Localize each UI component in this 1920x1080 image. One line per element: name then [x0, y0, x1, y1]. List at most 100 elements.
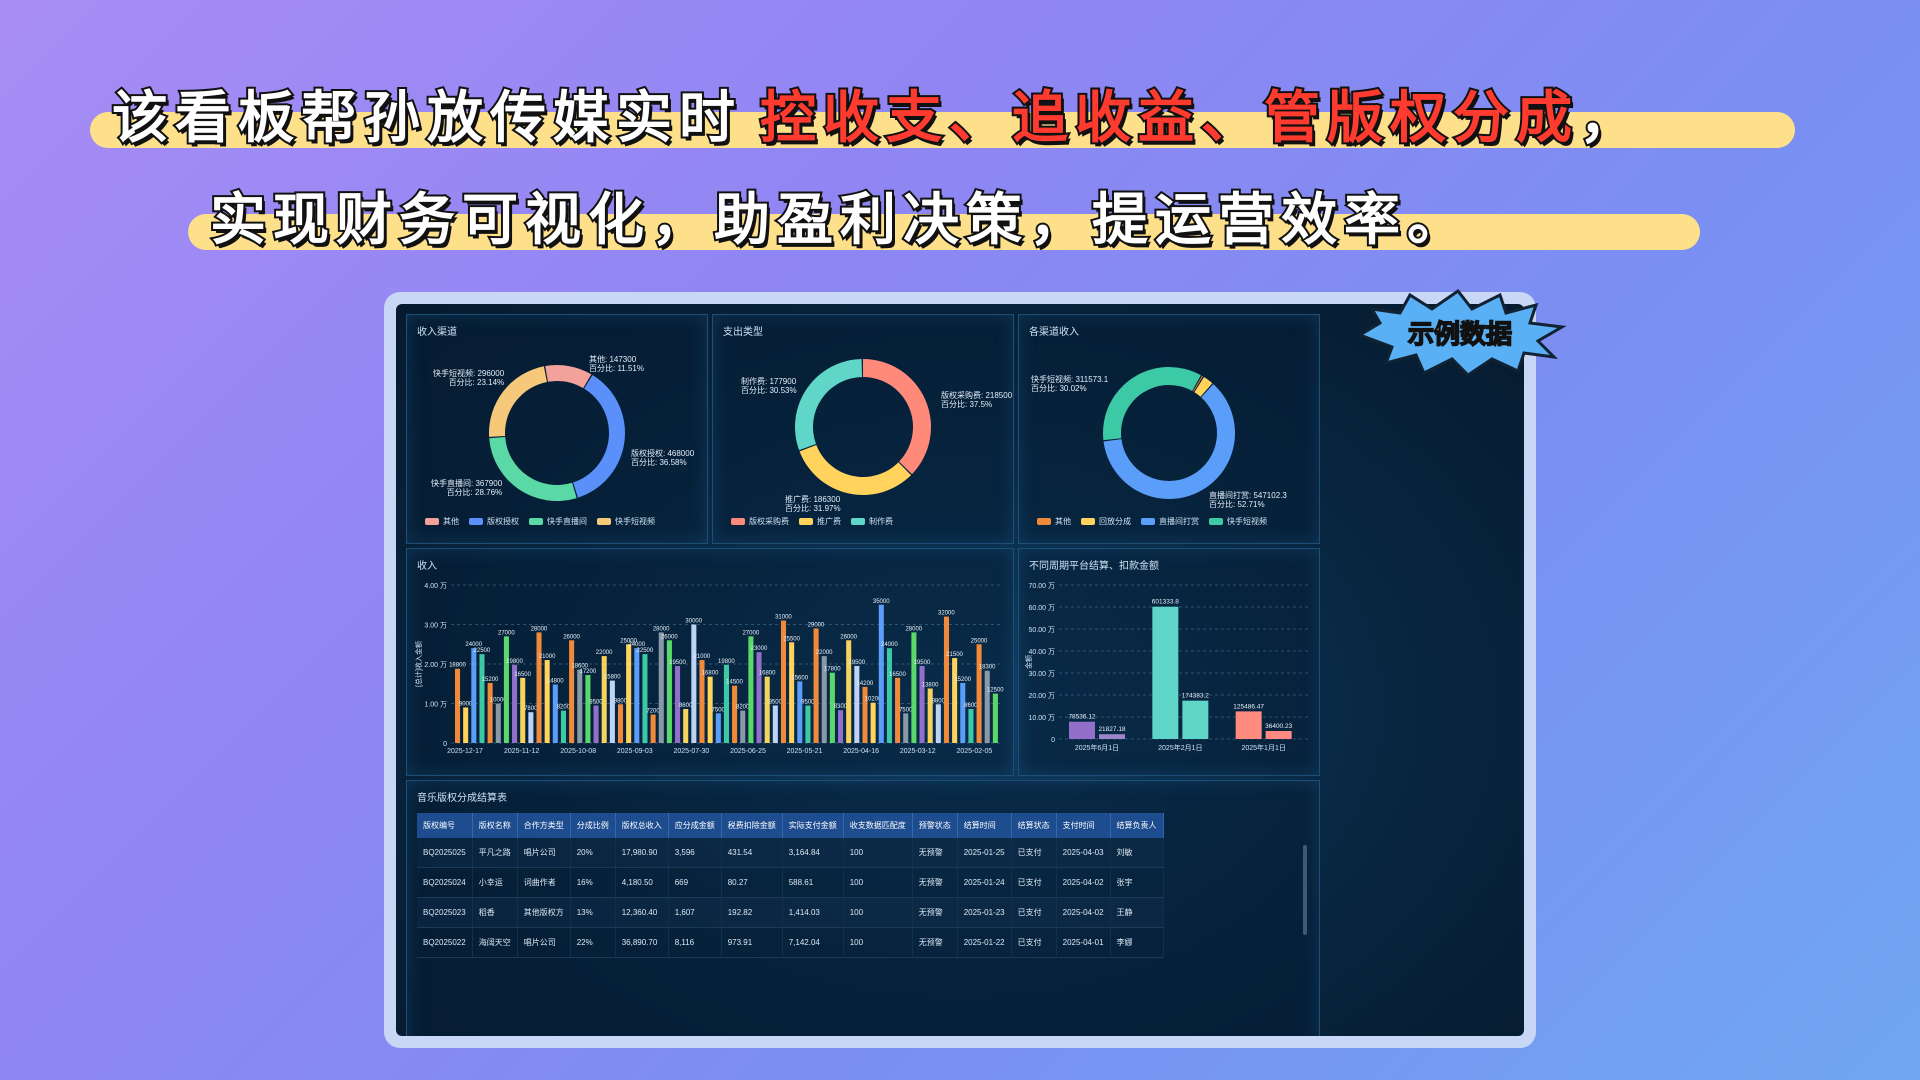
column-header[interactable]: 版权名称	[472, 813, 518, 838]
table-row[interactable]: BQ2025025 平凡之路 唱片公司 20% 17,980.90 3,596 431.54…	[417, 838, 1164, 868]
x-tick-label: 2025年1月1日	[1241, 743, 1285, 752]
legend-item[interactable]: 版权采购费	[731, 516, 789, 527]
table-cell: 已支付	[1011, 897, 1057, 928]
legend-item[interactable]: 快手短视频	[1209, 516, 1267, 527]
x-tick-label: 2025年2月1日	[1158, 743, 1202, 752]
column-header[interactable]: 结算时间	[957, 813, 1012, 838]
bar	[968, 709, 974, 743]
table-cell: 2025-01-23	[957, 897, 1012, 928]
bar	[691, 624, 697, 743]
column-header[interactable]: 收支数据匹配度	[843, 813, 913, 838]
bar-data-label: 26000	[563, 634, 580, 640]
column-header[interactable]: 版权总收入	[615, 813, 669, 838]
bar-data-label: 16500	[889, 672, 906, 678]
table-cell: BQ2025022	[417, 927, 473, 958]
table-cell: 3,596	[668, 838, 722, 868]
y-tick-label: 4.00 万	[424, 582, 447, 590]
column-header[interactable]: 实际支付金额	[782, 813, 844, 838]
donut-label-live: 快手直播间: 367900 百分比: 28.76%	[431, 479, 503, 497]
column-header[interactable]: 结算状态	[1011, 813, 1057, 838]
donut-slice	[1193, 375, 1203, 392]
headline-line-2-text: 实现财务可视化，助盈利决策，提运营效率。	[208, 186, 1470, 255]
y-tick-label: 30.00 万	[1029, 670, 1055, 678]
legend-item[interactable]: 快手短视频	[597, 516, 655, 527]
headline-band-1	[90, 112, 1795, 148]
donut-label-production: 制作费: 177900 百分比: 30.53%	[741, 377, 797, 395]
x-tick-label: 2025-11-12	[504, 748, 539, 755]
y-tick-label: 70.00 万	[1029, 582, 1055, 590]
bar	[1152, 606, 1179, 739]
legend-item[interactable]: 快手直播间	[529, 516, 587, 527]
column-header[interactable]: 税费扣除金额	[721, 813, 783, 838]
column-header[interactable]: 版权编号	[417, 813, 473, 838]
bar-data-label: 22000	[596, 650, 613, 656]
donut-slice	[799, 444, 912, 495]
bar-data-label: 9500	[801, 699, 815, 705]
example-data-badge: 示例数据	[1356, 288, 1567, 377]
x-tick-label: 2025-05-21	[787, 748, 823, 755]
bar-data-label: 7200	[646, 709, 660, 715]
table-scrollbar[interactable]	[1303, 845, 1307, 935]
bar	[886, 648, 892, 743]
bar-data-label: 23000	[751, 646, 768, 652]
bar-data-label: 28000	[905, 626, 922, 632]
bar	[544, 660, 550, 743]
bar-data-label: 8200	[736, 705, 750, 711]
column-header[interactable]: 应分成金额	[668, 813, 722, 838]
table-cell: 无预警	[912, 838, 958, 868]
panel-title: 收入	[417, 561, 437, 572]
table-cell: 张宇	[1110, 867, 1164, 898]
legend-item[interactable]: 推广费	[799, 516, 841, 527]
table-row[interactable]: BQ2025024 小幸运 词曲作者 16% 4,180.50 669 80.27 588.6…	[417, 867, 1164, 898]
legend-item[interactable]: 制作费	[851, 516, 893, 527]
bar-data-label: 24000	[881, 642, 898, 648]
table-row[interactable]: BQ2025023 稻香 其他版权方 13% 12,360.40 1,607 192.82 1…	[417, 897, 1164, 928]
headline-line-1-end: ，	[1577, 84, 1642, 153]
legend-swatch	[597, 518, 611, 525]
bar-data-label: 19800	[718, 659, 735, 665]
table-cell: 海阔天空	[472, 927, 518, 958]
bar	[903, 713, 909, 743]
table-cell: 4,180.50	[615, 867, 669, 898]
bar	[829, 672, 835, 743]
table-cell: 王静	[1110, 897, 1164, 928]
bar-data-label: 15800	[604, 675, 621, 681]
table-cell: 100	[843, 927, 913, 958]
bar-data-label: 14200	[857, 681, 874, 687]
headline-line-1: 该看板帮孙放传媒实时 控收支、追收益、管版权分成 ，	[110, 78, 1642, 153]
bar	[976, 644, 982, 743]
headline-line-1-part1: 该看板帮孙放传媒实时	[110, 84, 742, 153]
bar-data-label: 21000	[539, 654, 556, 660]
panel-title: 支出类型	[723, 327, 763, 338]
bar-data-label: 19500	[669, 660, 686, 666]
table-cell: 2025-01-22	[957, 927, 1012, 958]
legend-item[interactable]: 其他	[1037, 516, 1071, 527]
panel-title: 音乐版权分成结算表	[417, 793, 507, 804]
column-header[interactable]: 预警状态	[912, 813, 958, 838]
column-header[interactable]: 合作方类型	[517, 813, 571, 838]
x-tick-label: 2025-07-30	[673, 748, 709, 755]
headline-band-2	[188, 214, 1700, 250]
bar-data-label: 10000	[490, 698, 507, 704]
table-row[interactable]: BQ2025022 海阔天空 唱片公司 22% 36,890.70 8,116 973.91…	[417, 927, 1164, 958]
bar-data-label: 125486.47	[1233, 703, 1264, 710]
table-cell: 80.27	[721, 867, 783, 898]
legend-item[interactable]: 其他	[425, 516, 459, 527]
column-header[interactable]: 分成比例	[570, 813, 616, 838]
legend-item[interactable]: 版权授权	[469, 516, 519, 527]
donut-slice	[863, 359, 931, 475]
legend-swatch	[425, 518, 439, 525]
bar	[764, 676, 770, 743]
table-cell: 36,890.70	[615, 927, 669, 958]
y-axis-label: [总计]收入金额	[414, 641, 423, 687]
donut-slice	[489, 437, 577, 501]
bar	[577, 669, 583, 743]
legend-item[interactable]: 直播间打赏	[1141, 516, 1199, 527]
column-header[interactable]: 结算负责人	[1110, 813, 1164, 838]
bar-data-label: 8200	[557, 705, 571, 711]
donut-label-other: 其他: 147300 百分比: 11.51%	[589, 355, 644, 373]
legend-item[interactable]: 回放分成	[1081, 516, 1131, 527]
column-header[interactable]: 支付时间	[1056, 813, 1111, 838]
x-tick-label: 2025-09-03	[617, 748, 653, 755]
table-cell: 无预警	[912, 867, 958, 898]
